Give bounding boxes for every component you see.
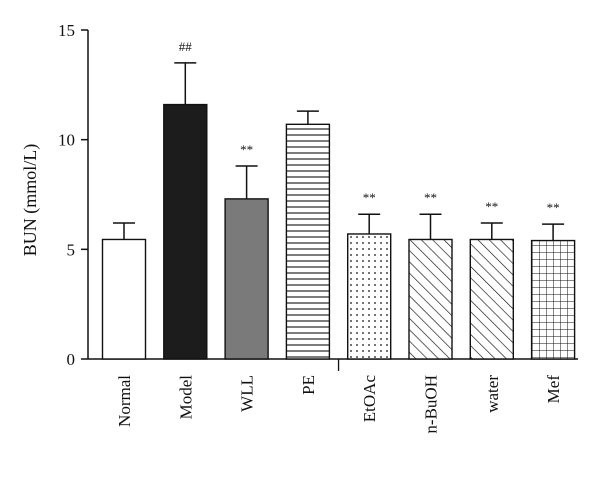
significance-mef: ** (547, 200, 560, 215)
significance-n-buoh: ** (424, 190, 437, 205)
bar-water (469, 238, 514, 360)
bar-normal (101, 238, 147, 360)
bar-mef (530, 239, 576, 360)
x-tick-label-mef: Mef (544, 375, 563, 404)
error-bars (113, 62, 565, 241)
x-tick-label-model: Model (176, 375, 195, 420)
significance-water: ** (485, 199, 498, 214)
significance-wll: ** (240, 142, 253, 157)
significance-model: ## (179, 39, 193, 54)
significance-labels: ## ** ** ** ** ** (179, 39, 560, 215)
bars (101, 103, 576, 360)
y-tick-label: 0 (67, 350, 76, 369)
y-axis-title: BUN (mmol/L) (20, 144, 41, 257)
x-axis (88, 358, 578, 371)
bar-n-buoh (408, 238, 453, 360)
y-tick-label: 10 (58, 131, 75, 150)
bar-model (163, 103, 208, 360)
x-tick-label-n-buoh: n-BuOH (422, 375, 441, 434)
x-tick-label-pe: PE (299, 375, 318, 395)
bar-etoac (347, 233, 392, 360)
bar-pe (285, 123, 331, 360)
x-tick-label-water: water (483, 375, 502, 413)
x-tick-labels: Normal Model WLL PE EtOAc n-BuOH water Mef (115, 375, 563, 434)
y-tick-label: 15 (58, 21, 75, 40)
bar-wll (224, 198, 269, 360)
x-tick-label-wll: WLL (238, 375, 257, 412)
significance-etoac: ** (363, 190, 376, 205)
y-axis: 0 5 10 15 (58, 21, 89, 369)
y-tick-label: 5 (67, 240, 76, 259)
x-tick-label-etoac: EtOAc (360, 375, 379, 423)
x-tick-label-normal: Normal (115, 375, 134, 427)
